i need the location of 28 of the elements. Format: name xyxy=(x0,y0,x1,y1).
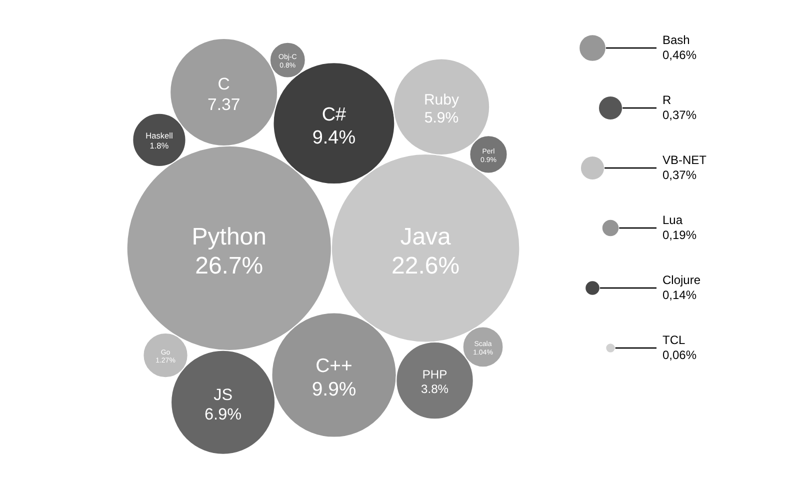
data-label: 6.9% xyxy=(204,405,242,424)
category-label: PHP xyxy=(422,368,448,382)
data-label: 0,46% xyxy=(662,48,697,62)
category-label: TCL xyxy=(662,333,686,347)
data-label: 0,37% xyxy=(662,108,697,122)
data-label: 0,06% xyxy=(662,348,697,362)
category-label: VB-NET xyxy=(662,153,708,167)
category-label: JS xyxy=(214,386,233,404)
category-label: C++ xyxy=(316,355,352,378)
data-label: 26.7% xyxy=(195,252,264,280)
category-label: Lua xyxy=(662,213,683,227)
data-label: 7.37 xyxy=(207,94,240,114)
category-label: Haskell xyxy=(146,130,173,141)
data-label: 5.9% xyxy=(424,110,459,127)
data-label: 3.8% xyxy=(421,382,449,396)
data-label: 1.8% xyxy=(150,140,170,151)
category-label: Clojure xyxy=(662,273,701,287)
category-label: Ruby xyxy=(424,92,460,109)
category-label: Python xyxy=(192,224,266,251)
data-label: 0,14% xyxy=(662,288,697,302)
data-label: 9.9% xyxy=(312,378,356,400)
data-label: 0,19% xyxy=(662,228,697,242)
category-label: Bash xyxy=(662,33,690,47)
data-label: 9.4% xyxy=(312,127,356,148)
data-label: 0,37% xyxy=(662,168,697,182)
category-label: C xyxy=(218,74,230,94)
category-label: R xyxy=(662,93,672,107)
category-label: C# xyxy=(322,104,347,126)
